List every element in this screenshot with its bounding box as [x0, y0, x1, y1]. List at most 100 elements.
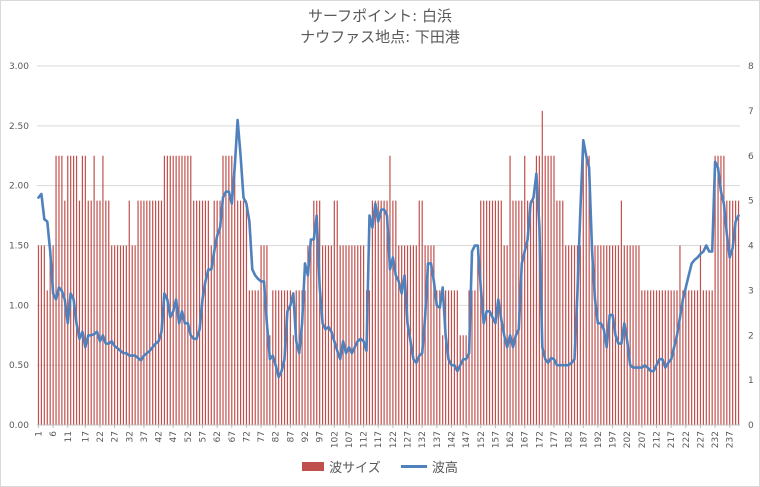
x-tick-label: 62 — [213, 431, 223, 442]
x-tick-label: 1 — [34, 431, 44, 437]
x-tick-label: 152 — [477, 431, 487, 448]
bar — [456, 290, 458, 425]
bar — [354, 245, 356, 425]
x-tick-label: 202 — [623, 431, 633, 448]
y-axis-left: 0.00 0.50 1.00 1.50 2.00 2.50 3.00 — [9, 62, 29, 431]
bar — [102, 155, 104, 425]
y-left-tick-label: 1.50 — [9, 242, 29, 252]
bar — [319, 200, 321, 425]
bar — [73, 155, 75, 425]
bar — [116, 245, 119, 425]
x-tick-label: 197 — [609, 431, 619, 448]
bar — [737, 200, 740, 425]
x-tick-label: 182 — [565, 431, 575, 448]
x-tick-label: 17 — [81, 431, 91, 442]
bar — [175, 155, 177, 425]
x-tick-label: 177 — [550, 431, 560, 448]
bar — [729, 200, 731, 425]
x-tick-label: 127 — [404, 431, 414, 448]
bar — [204, 200, 207, 425]
bar — [644, 290, 646, 425]
bar — [585, 155, 587, 425]
y-left-tick-label: 1.00 — [9, 301, 29, 311]
bar — [679, 245, 681, 425]
bar — [673, 290, 675, 425]
bar — [128, 200, 130, 425]
x-tick-label: 217 — [667, 431, 677, 448]
bar — [360, 245, 362, 425]
bar — [37, 245, 40, 425]
bar — [380, 200, 382, 425]
bar — [143, 200, 145, 425]
bar — [342, 245, 344, 425]
bar — [307, 245, 309, 425]
bar — [664, 290, 666, 425]
x-tick-label: 87 — [286, 431, 296, 442]
bar — [705, 290, 707, 425]
bar — [377, 200, 379, 425]
bar — [652, 290, 655, 425]
bar — [442, 335, 444, 425]
bar — [395, 200, 397, 425]
bar — [234, 155, 236, 425]
bar — [87, 200, 89, 425]
bar — [480, 200, 482, 425]
x-tick-label: 232 — [711, 431, 721, 448]
bar — [207, 200, 209, 425]
bar — [111, 245, 113, 425]
x-tick-label: 72 — [242, 431, 252, 442]
bar — [169, 155, 171, 425]
bar — [196, 200, 198, 425]
bar — [691, 290, 693, 425]
x-tick-label: 42 — [155, 431, 165, 442]
bar — [556, 200, 558, 425]
bar — [225, 155, 227, 425]
legend-item-wave-height: 波高 — [400, 457, 458, 476]
bar — [228, 155, 230, 425]
bar — [166, 155, 168, 425]
bar — [641, 290, 643, 425]
x-tick-label: 117 — [374, 431, 384, 448]
bar — [357, 245, 359, 425]
bar — [433, 245, 435, 425]
bar — [550, 155, 552, 425]
bar — [64, 200, 66, 425]
y-left-tick-label: 3.00 — [9, 62, 29, 72]
bar — [114, 245, 116, 425]
bar — [565, 245, 567, 425]
bar — [661, 290, 663, 425]
chart-title-line-1: サーフポイント: 白浜 — [308, 7, 452, 25]
bar — [289, 290, 291, 425]
bar — [122, 245, 125, 425]
bar — [310, 245, 312, 425]
bar — [582, 155, 584, 425]
bar — [427, 245, 429, 425]
y-right-tick-label: 7 — [748, 107, 754, 117]
bar — [559, 200, 561, 425]
bar — [398, 245, 400, 425]
y-axis-right: 0 1 2 3 4 5 6 7 8 — [748, 62, 754, 431]
x-tick-label: 77 — [257, 431, 267, 442]
bar — [597, 245, 599, 425]
bar — [509, 155, 511, 425]
bar — [108, 200, 110, 425]
bar — [75, 155, 78, 425]
x-tick-label: 112 — [360, 431, 370, 448]
bar — [676, 290, 678, 425]
bar — [254, 290, 256, 425]
x-tick-label: 27 — [111, 431, 121, 442]
bar — [263, 245, 265, 425]
bar — [40, 245, 42, 425]
bar — [418, 200, 420, 425]
x-tick-label: 192 — [594, 431, 604, 448]
bar — [553, 155, 555, 425]
bar — [708, 290, 710, 425]
bar — [321, 245, 324, 425]
bar — [242, 200, 245, 425]
x-tick-label: 212 — [653, 431, 663, 448]
bar — [125, 245, 127, 425]
bar — [93, 155, 95, 425]
bar — [568, 245, 570, 425]
bar — [717, 155, 719, 425]
bar — [491, 200, 494, 425]
